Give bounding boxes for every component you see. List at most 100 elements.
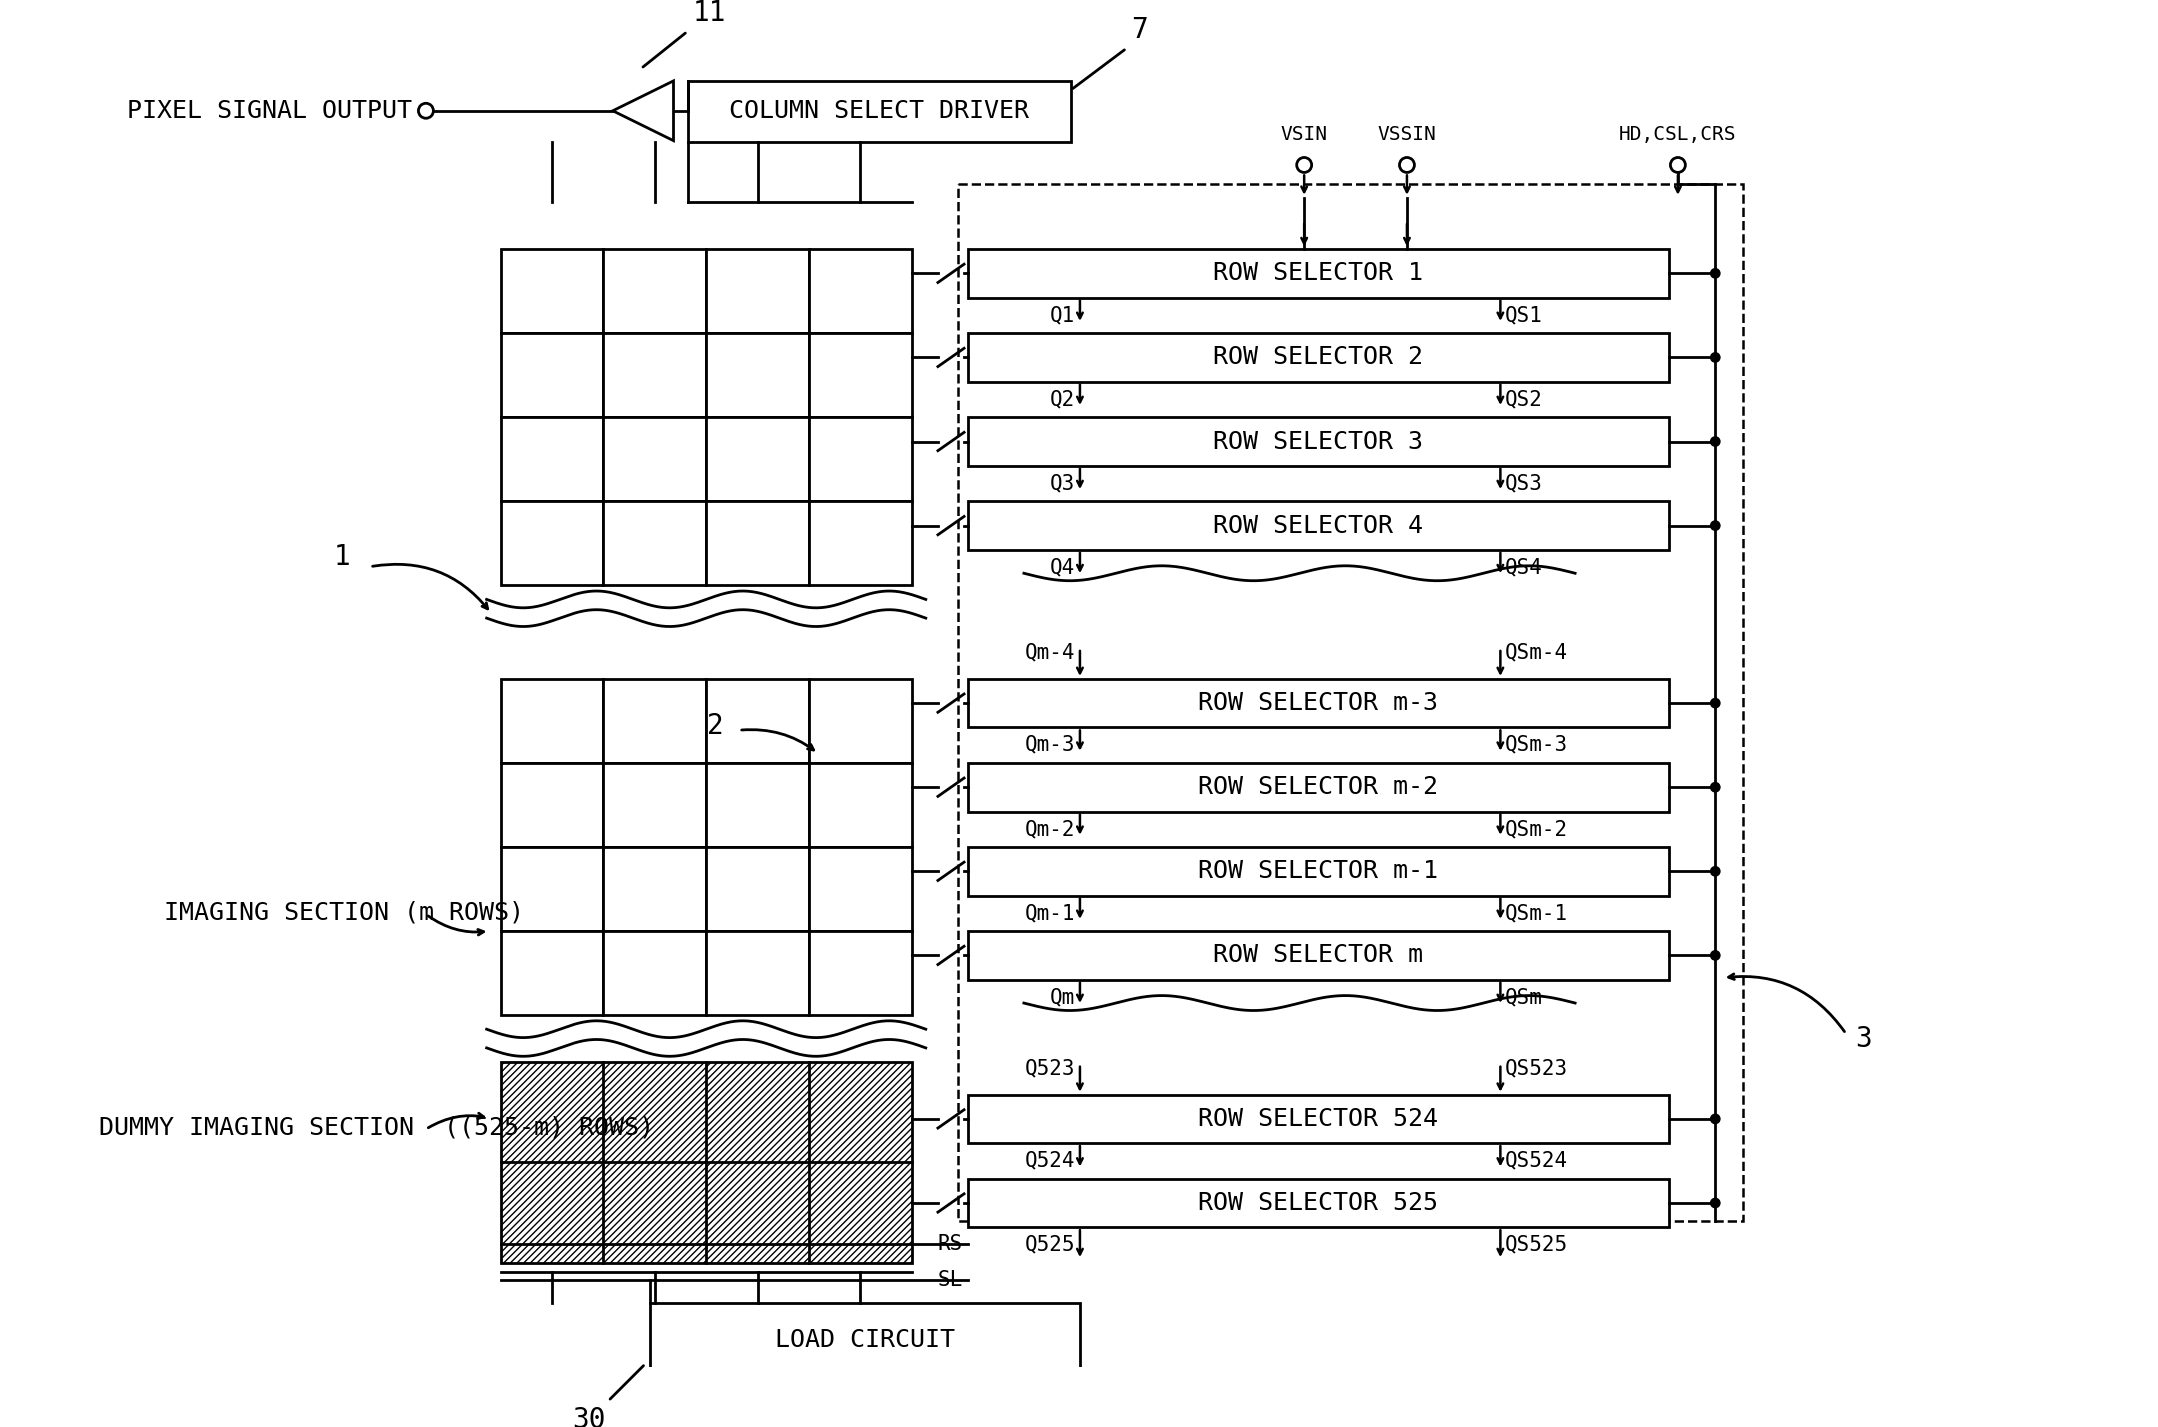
Text: IMAGING SECTION (m ROWS): IMAGING SECTION (m ROWS) bbox=[164, 900, 524, 925]
Text: ROW SELECTOR m-1: ROW SELECTOR m-1 bbox=[1198, 859, 1437, 883]
Text: COLUMN SELECT DRIVER: COLUMN SELECT DRIVER bbox=[729, 100, 1029, 123]
Text: QSm-4: QSm-4 bbox=[1504, 642, 1569, 662]
Text: Q523: Q523 bbox=[1025, 1059, 1075, 1079]
Text: Q525: Q525 bbox=[1025, 1234, 1075, 1254]
Bar bbox=[967, 417, 1668, 465]
Bar bbox=[688, 81, 1070, 141]
Bar bbox=[501, 250, 604, 332]
Text: QS524: QS524 bbox=[1504, 1150, 1569, 1170]
Text: Q2: Q2 bbox=[1051, 390, 1075, 410]
Bar bbox=[604, 848, 706, 930]
Bar bbox=[501, 417, 604, 501]
Text: VSIN: VSIN bbox=[1280, 126, 1327, 144]
Bar bbox=[809, 930, 913, 1015]
Bar bbox=[501, 848, 604, 930]
Bar bbox=[706, 250, 809, 332]
Bar bbox=[809, 250, 913, 332]
Bar bbox=[967, 250, 1668, 298]
Text: QS3: QS3 bbox=[1504, 474, 1543, 494]
Text: PIXEL SIGNAL OUTPUT: PIXEL SIGNAL OUTPUT bbox=[127, 98, 412, 123]
Bar bbox=[967, 501, 1668, 549]
Text: Qm-3: Qm-3 bbox=[1025, 735, 1075, 755]
Text: DUMMY IMAGING SECTION  ((525-m) ROWS): DUMMY IMAGING SECTION ((525-m) ROWS) bbox=[99, 1116, 654, 1139]
Text: ROW SELECTOR 525: ROW SELECTOR 525 bbox=[1198, 1192, 1437, 1214]
Polygon shape bbox=[613, 81, 673, 141]
Text: ROW SELECTOR 3: ROW SELECTOR 3 bbox=[1213, 430, 1422, 454]
Bar bbox=[967, 848, 1668, 896]
Text: Qm: Qm bbox=[1051, 987, 1075, 1007]
Bar bbox=[809, 501, 913, 585]
Text: 1: 1 bbox=[334, 544, 350, 571]
Circle shape bbox=[1711, 698, 1720, 708]
Text: Q4: Q4 bbox=[1051, 558, 1075, 578]
Text: ROW SELECTOR m-2: ROW SELECTOR m-2 bbox=[1198, 775, 1437, 799]
Bar bbox=[501, 763, 604, 848]
Text: HD,CSL,CRS: HD,CSL,CRS bbox=[1618, 126, 1737, 144]
Text: QS1: QS1 bbox=[1504, 305, 1543, 325]
Text: QS525: QS525 bbox=[1504, 1234, 1569, 1254]
Bar bbox=[501, 679, 604, 763]
Text: QS523: QS523 bbox=[1504, 1059, 1569, 1079]
Bar bbox=[604, 250, 706, 332]
Text: QSm: QSm bbox=[1504, 987, 1543, 1007]
Bar bbox=[706, 417, 809, 501]
Bar bbox=[604, 417, 706, 501]
Bar bbox=[706, 501, 809, 585]
Text: 30: 30 bbox=[572, 1406, 604, 1427]
Text: SL: SL bbox=[939, 1270, 962, 1290]
Text: Qm-1: Qm-1 bbox=[1025, 903, 1075, 923]
Bar bbox=[604, 679, 706, 763]
Text: ROW SELECTOR 4: ROW SELECTOR 4 bbox=[1213, 514, 1422, 538]
Text: QS4: QS4 bbox=[1504, 558, 1543, 578]
Text: Qm-2: Qm-2 bbox=[1025, 819, 1075, 839]
Bar bbox=[967, 930, 1668, 980]
Bar bbox=[809, 417, 913, 501]
Text: Q1: Q1 bbox=[1051, 305, 1075, 325]
Text: Q524: Q524 bbox=[1025, 1150, 1075, 1170]
Bar bbox=[967, 679, 1668, 728]
Circle shape bbox=[1711, 437, 1720, 447]
Circle shape bbox=[1711, 782, 1720, 792]
Text: ROW SELECTOR 1: ROW SELECTOR 1 bbox=[1213, 261, 1422, 285]
Bar bbox=[604, 763, 706, 848]
Text: 3: 3 bbox=[1856, 1025, 1873, 1053]
Bar bbox=[706, 848, 809, 930]
Text: 7: 7 bbox=[1131, 16, 1148, 43]
Bar bbox=[967, 1179, 1668, 1227]
Circle shape bbox=[1711, 268, 1720, 278]
Bar bbox=[604, 501, 706, 585]
Bar bbox=[706, 763, 809, 848]
Circle shape bbox=[1711, 352, 1720, 362]
Bar bbox=[501, 501, 604, 585]
Bar bbox=[967, 1095, 1668, 1143]
Text: RS: RS bbox=[939, 1234, 962, 1254]
Text: 2: 2 bbox=[708, 712, 723, 739]
Text: ROW SELECTOR m-3: ROW SELECTOR m-3 bbox=[1198, 691, 1437, 715]
Bar bbox=[809, 848, 913, 930]
Text: Qm-4: Qm-4 bbox=[1025, 642, 1075, 662]
Text: QS2: QS2 bbox=[1504, 390, 1543, 410]
Circle shape bbox=[1711, 950, 1720, 960]
Bar bbox=[967, 332, 1668, 382]
Text: Q3: Q3 bbox=[1051, 474, 1075, 494]
Bar bbox=[604, 332, 706, 417]
Bar bbox=[706, 332, 809, 417]
Bar bbox=[501, 1062, 913, 1263]
Bar bbox=[706, 679, 809, 763]
Circle shape bbox=[1711, 1199, 1720, 1207]
Circle shape bbox=[1711, 866, 1720, 876]
Text: QSm-2: QSm-2 bbox=[1504, 819, 1569, 839]
Bar bbox=[809, 332, 913, 417]
Text: 11: 11 bbox=[693, 0, 725, 27]
Text: ROW SELECTOR 524: ROW SELECTOR 524 bbox=[1198, 1107, 1437, 1132]
Text: QSm-3: QSm-3 bbox=[1504, 735, 1569, 755]
Bar bbox=[501, 930, 604, 1015]
Text: ROW SELECTOR m: ROW SELECTOR m bbox=[1213, 943, 1422, 968]
Text: VSSIN: VSSIN bbox=[1377, 126, 1437, 144]
Bar bbox=[604, 930, 706, 1015]
Bar bbox=[650, 1303, 1079, 1377]
Text: QSm-1: QSm-1 bbox=[1504, 903, 1569, 923]
Circle shape bbox=[1711, 1114, 1720, 1123]
Bar bbox=[706, 930, 809, 1015]
Bar bbox=[501, 332, 604, 417]
